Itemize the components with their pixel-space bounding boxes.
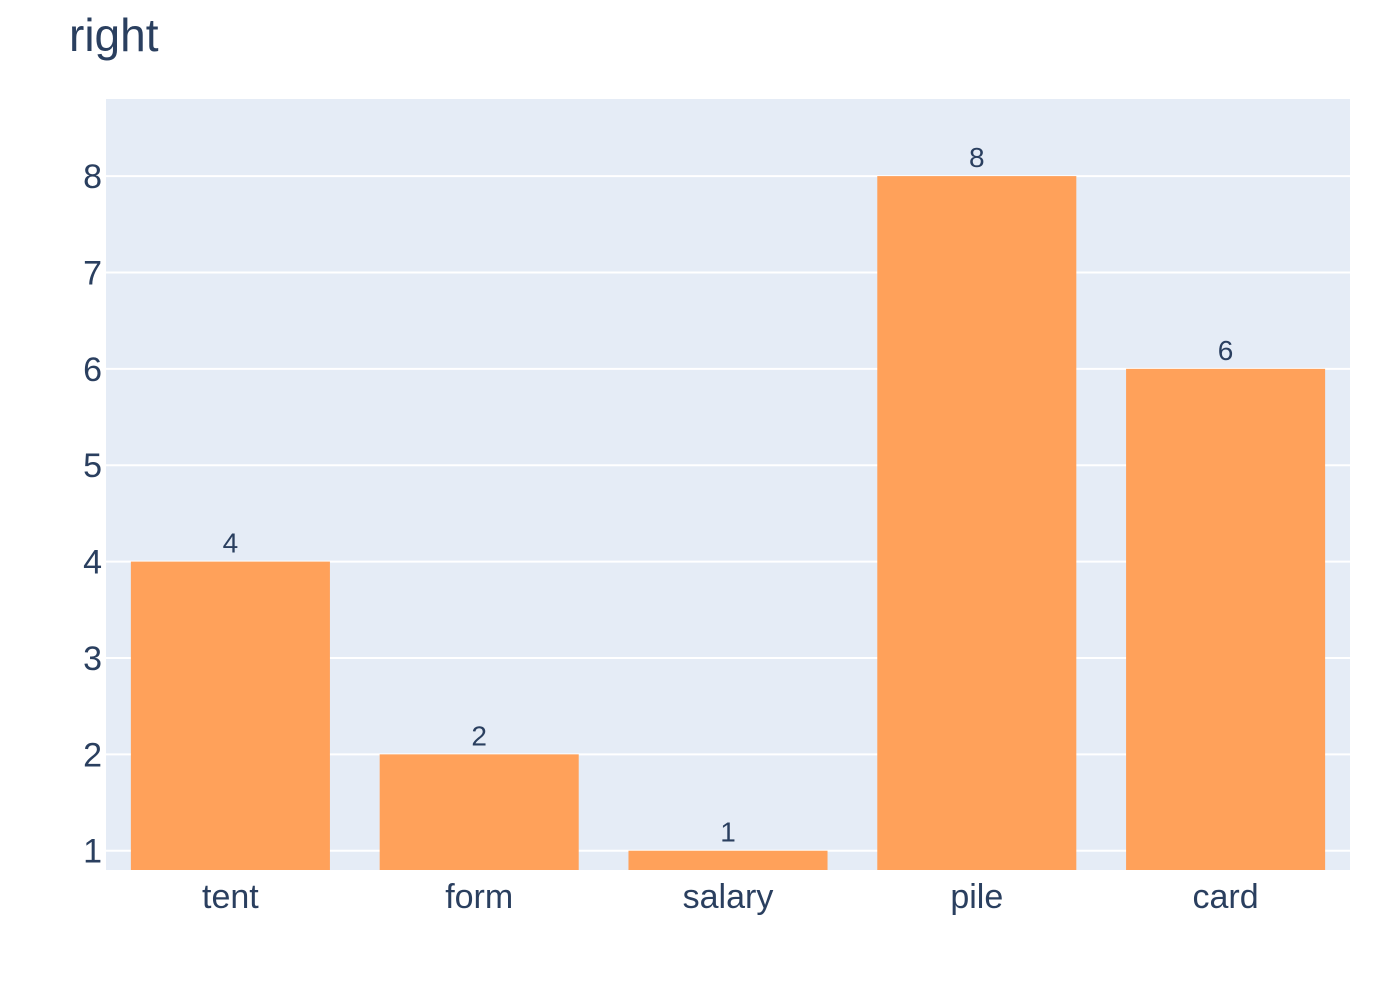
chart-title: right	[69, 9, 159, 61]
x-tick-label: salary	[683, 878, 774, 916]
data-label: 2	[471, 720, 487, 751]
x-tick-label: form	[445, 878, 513, 916]
x-axis-ticks: tent form salary pile card	[202, 878, 1259, 916]
data-label: 4	[223, 528, 239, 559]
bar	[877, 176, 1077, 871]
bar	[379, 754, 579, 870]
y-tick-label: 8	[83, 158, 102, 196]
x-tick-label: pile	[950, 878, 1003, 916]
y-tick-label: 6	[83, 351, 102, 389]
y-tick-label: 7	[83, 254, 102, 292]
data-label: 1	[720, 817, 736, 848]
y-tick-label: 1	[83, 833, 102, 871]
y-tick-label: 3	[83, 640, 102, 678]
y-tick-label: 5	[83, 447, 102, 485]
x-tick-label: tent	[202, 878, 259, 916]
bar	[628, 850, 828, 870]
y-tick-label: 2	[83, 736, 102, 774]
data-label: 6	[1218, 335, 1234, 366]
data-labels: 4 2 1 8 6	[223, 142, 1234, 848]
y-axis-ticks: 1 2 3 4 5 6 7 8	[83, 158, 102, 871]
bar	[1126, 368, 1326, 870]
bar	[130, 561, 330, 870]
bars	[130, 176, 1326, 871]
x-tick-label: card	[1193, 878, 1259, 916]
y-tick-label: 4	[83, 544, 102, 582]
data-label: 8	[969, 142, 985, 173]
